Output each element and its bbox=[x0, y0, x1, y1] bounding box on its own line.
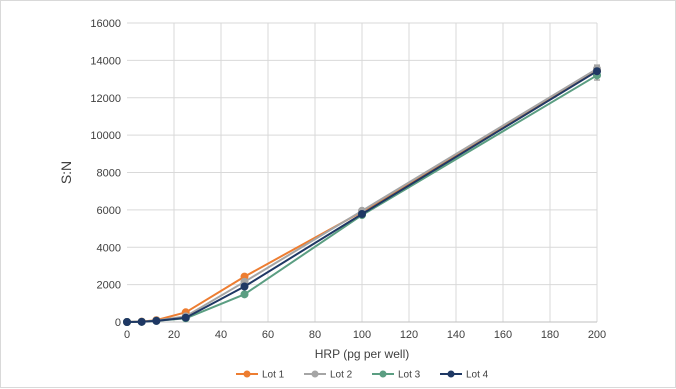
legend-item-lot-3: Lot 3 bbox=[372, 370, 421, 381]
legend-label: Lot 2 bbox=[330, 370, 353, 381]
legend-swatch-marker bbox=[447, 370, 455, 378]
x-tick-label: 100 bbox=[353, 329, 371, 341]
tick-labels: 0 20 40 60 80 100 120 140 160 180 2000200040006000… bbox=[90, 18, 606, 341]
data-point bbox=[593, 67, 601, 76]
x-tick-label: 60 bbox=[262, 329, 274, 341]
y-tick-label: 8000 bbox=[97, 168, 121, 180]
legend-item-lot-2: Lot 2 bbox=[304, 370, 353, 381]
legend-swatch-marker bbox=[243, 370, 251, 378]
x-tick-label: 200 bbox=[588, 329, 606, 341]
legend-swatch-marker bbox=[379, 370, 387, 378]
x-tick-label: 180 bbox=[541, 329, 559, 341]
y-tick-label: 6000 bbox=[97, 205, 121, 217]
gridlines bbox=[127, 22, 598, 322]
legend-label: Lot 1 bbox=[262, 370, 285, 381]
x-tick-label: 160 bbox=[494, 329, 512, 341]
data-point bbox=[123, 318, 131, 326]
data-point bbox=[152, 316, 161, 325]
y-tick-label: 16000 bbox=[90, 18, 121, 30]
x-tick-label: 40 bbox=[215, 329, 227, 341]
y-axis-title: S:N bbox=[58, 161, 74, 184]
series-lines bbox=[123, 64, 601, 326]
legend-item-lot-4: Lot 4 bbox=[440, 370, 489, 381]
legend-swatch-marker bbox=[311, 370, 319, 378]
y-tick-label: 10000 bbox=[90, 130, 121, 142]
x-tick-label: 20 bbox=[168, 329, 180, 341]
x-tick-label: 140 bbox=[447, 329, 465, 341]
legend: Lot 1 Lot 2 Lot 3 Lot 4 bbox=[236, 370, 489, 381]
legend-item-lot-1: Lot 1 bbox=[236, 370, 285, 381]
y-tick-label: 2000 bbox=[97, 280, 121, 292]
x-axis-title: HRP (pg per well) bbox=[315, 347, 409, 361]
legend-label: Lot 4 bbox=[466, 370, 489, 381]
y-tick-label: 14000 bbox=[90, 55, 121, 67]
data-point bbox=[137, 317, 146, 326]
x-tick-label: 80 bbox=[309, 329, 321, 341]
data-point bbox=[358, 209, 366, 218]
data-point bbox=[240, 290, 249, 299]
x-tick-label: 120 bbox=[400, 329, 418, 341]
legend-label: Lot 3 bbox=[398, 370, 421, 381]
y-tick-label: 12000 bbox=[90, 93, 121, 105]
series-lot-4 bbox=[123, 67, 601, 326]
data-point bbox=[240, 282, 249, 291]
y-tick-label: 0 bbox=[115, 317, 121, 329]
y-tick-label: 4000 bbox=[97, 242, 121, 254]
x-tick-label: 0 bbox=[124, 329, 130, 341]
data-point bbox=[181, 313, 190, 322]
